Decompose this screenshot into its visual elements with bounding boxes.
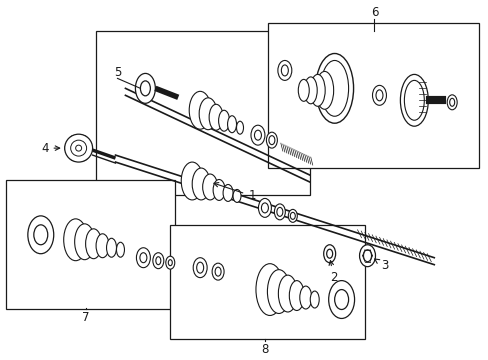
Ellipse shape: [404, 80, 424, 120]
Ellipse shape: [274, 204, 285, 220]
Ellipse shape: [400, 75, 427, 126]
Ellipse shape: [298, 80, 308, 101]
Ellipse shape: [69, 151, 79, 161]
Ellipse shape: [233, 189, 241, 202]
Ellipse shape: [213, 180, 224, 201]
Ellipse shape: [136, 248, 150, 268]
Ellipse shape: [261, 203, 268, 213]
Ellipse shape: [288, 210, 297, 222]
Ellipse shape: [323, 245, 335, 263]
Ellipse shape: [289, 280, 304, 310]
Ellipse shape: [69, 135, 79, 145]
Ellipse shape: [266, 132, 277, 148]
Ellipse shape: [192, 168, 210, 200]
Ellipse shape: [156, 257, 161, 265]
Ellipse shape: [85, 229, 102, 259]
Ellipse shape: [135, 73, 155, 103]
Ellipse shape: [250, 125, 264, 145]
Ellipse shape: [320, 60, 348, 116]
Ellipse shape: [106, 238, 116, 257]
Ellipse shape: [326, 249, 332, 258]
Text: 2: 2: [328, 261, 337, 284]
Ellipse shape: [202, 174, 217, 200]
Ellipse shape: [218, 110, 229, 131]
Ellipse shape: [116, 242, 124, 257]
Ellipse shape: [236, 121, 243, 134]
Ellipse shape: [34, 225, 48, 245]
Ellipse shape: [227, 116, 236, 133]
Ellipse shape: [254, 130, 261, 140]
Ellipse shape: [299, 286, 311, 309]
Ellipse shape: [255, 264, 283, 315]
Ellipse shape: [64, 143, 75, 153]
Ellipse shape: [209, 104, 223, 130]
Bar: [6, 180, 175, 310]
Text: 5: 5: [114, 66, 121, 79]
Ellipse shape: [375, 90, 382, 101]
Ellipse shape: [290, 212, 295, 219]
Ellipse shape: [334, 289, 348, 310]
Ellipse shape: [315, 54, 353, 123]
Ellipse shape: [309, 75, 325, 106]
Ellipse shape: [359, 245, 375, 267]
Ellipse shape: [315, 71, 333, 109]
Ellipse shape: [193, 258, 207, 278]
Text: 3: 3: [374, 259, 387, 272]
Ellipse shape: [140, 253, 146, 263]
Ellipse shape: [63, 219, 87, 261]
Ellipse shape: [447, 95, 456, 110]
Ellipse shape: [277, 60, 291, 80]
Ellipse shape: [78, 151, 88, 161]
Ellipse shape: [165, 256, 174, 269]
Ellipse shape: [258, 198, 271, 217]
Circle shape: [64, 134, 92, 162]
Ellipse shape: [199, 98, 217, 130]
Ellipse shape: [196, 262, 203, 273]
Bar: [95, 31, 309, 195]
Ellipse shape: [82, 143, 92, 153]
Ellipse shape: [189, 91, 211, 129]
Ellipse shape: [267, 270, 290, 314]
Text: 6: 6: [370, 6, 378, 19]
Ellipse shape: [215, 267, 221, 276]
Ellipse shape: [268, 136, 274, 145]
Ellipse shape: [96, 234, 109, 258]
Circle shape: [71, 140, 86, 156]
Bar: [267, 23, 478, 168]
Ellipse shape: [140, 81, 150, 96]
Circle shape: [76, 145, 81, 151]
Ellipse shape: [28, 216, 54, 254]
Ellipse shape: [168, 260, 172, 266]
Ellipse shape: [363, 250, 371, 262]
Ellipse shape: [328, 280, 354, 319]
Text: 7: 7: [81, 311, 89, 324]
Ellipse shape: [449, 98, 454, 106]
Ellipse shape: [223, 184, 233, 201]
Ellipse shape: [309, 291, 319, 308]
Ellipse shape: [78, 135, 88, 145]
Ellipse shape: [276, 207, 282, 216]
Text: 8: 8: [261, 343, 268, 356]
Text: 4: 4: [41, 141, 60, 155]
Ellipse shape: [278, 275, 297, 312]
Ellipse shape: [75, 224, 94, 260]
Bar: [170, 225, 364, 339]
Ellipse shape: [153, 253, 163, 269]
Ellipse shape: [304, 77, 317, 104]
Ellipse shape: [372, 85, 386, 105]
Text: 1: 1: [214, 183, 255, 202]
Ellipse shape: [281, 65, 288, 76]
Ellipse shape: [212, 263, 224, 280]
Ellipse shape: [181, 162, 203, 200]
